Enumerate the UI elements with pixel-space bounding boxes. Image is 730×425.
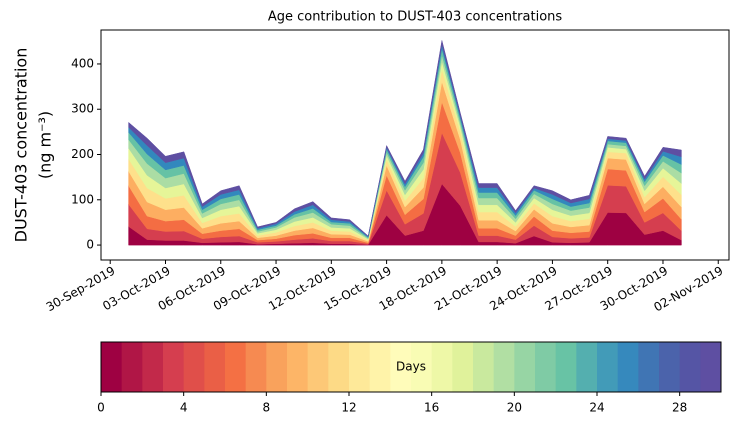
colorbar-tick-label: 24	[589, 401, 604, 415]
y-tick-label: 200	[71, 147, 94, 161]
colorbar-tick-label: 20	[507, 401, 522, 415]
colorbar-cell	[121, 342, 143, 392]
colorbar-cell	[700, 342, 722, 392]
plot-frame	[100, 29, 730, 261]
y-tick-label: 0	[86, 238, 94, 252]
colorbar-cell	[493, 342, 515, 392]
colorbar-cell	[307, 342, 329, 392]
colorbar-label: Days	[396, 360, 426, 374]
colorbar-cell	[328, 342, 350, 392]
colorbar-tick-label: 12	[341, 401, 356, 415]
colorbar-cell	[142, 342, 164, 392]
colorbar-cell	[555, 342, 577, 392]
y-axis-label: DUST-403 concentration	[12, 48, 31, 243]
colorbar-cell	[452, 342, 474, 392]
y-tick-label: 400	[71, 56, 94, 70]
colorbar-tick-label: 16	[424, 401, 439, 415]
colorbar-cell	[287, 342, 309, 392]
colorbar-cell	[514, 342, 536, 392]
colorbar-tick-label: 0	[97, 401, 105, 415]
y-tick-label: 100	[71, 192, 94, 206]
colorbar-cell	[204, 342, 226, 392]
colorbar-cell	[659, 342, 681, 392]
colorbar-cell	[617, 342, 639, 392]
colorbar-cell	[101, 342, 123, 392]
colorbar-cell	[183, 342, 205, 392]
colorbar-cell	[245, 342, 267, 392]
colorbar-tick-label: 8	[263, 401, 271, 415]
colorbar-cell	[266, 342, 288, 392]
colorbar-cell	[638, 342, 660, 392]
y-axis-label: (ng m⁻³)	[36, 111, 55, 179]
colorbar-tick-label: 28	[672, 401, 687, 415]
colorbar-cell	[349, 342, 371, 392]
colorbar-cell	[163, 342, 185, 392]
colorbar-cell	[576, 342, 598, 392]
colorbar-cell	[431, 342, 453, 392]
colorbar-frame	[100, 341, 722, 393]
y-tick-label: 300	[71, 102, 94, 116]
colorbar-cell	[473, 342, 495, 392]
colorbar-cell	[535, 342, 557, 392]
colorbar-cell	[369, 342, 391, 392]
colorbar-cell	[411, 342, 433, 392]
chart-title: Age contribution to DUST-403 concentrati…	[268, 10, 563, 25]
colorbar-cell	[225, 342, 247, 392]
colorbar-cell	[679, 342, 701, 392]
colorbar-tick-label: 4	[180, 401, 188, 415]
colorbar-cell	[390, 342, 412, 392]
area	[128, 40, 682, 237]
colorbar-cell	[597, 342, 619, 392]
